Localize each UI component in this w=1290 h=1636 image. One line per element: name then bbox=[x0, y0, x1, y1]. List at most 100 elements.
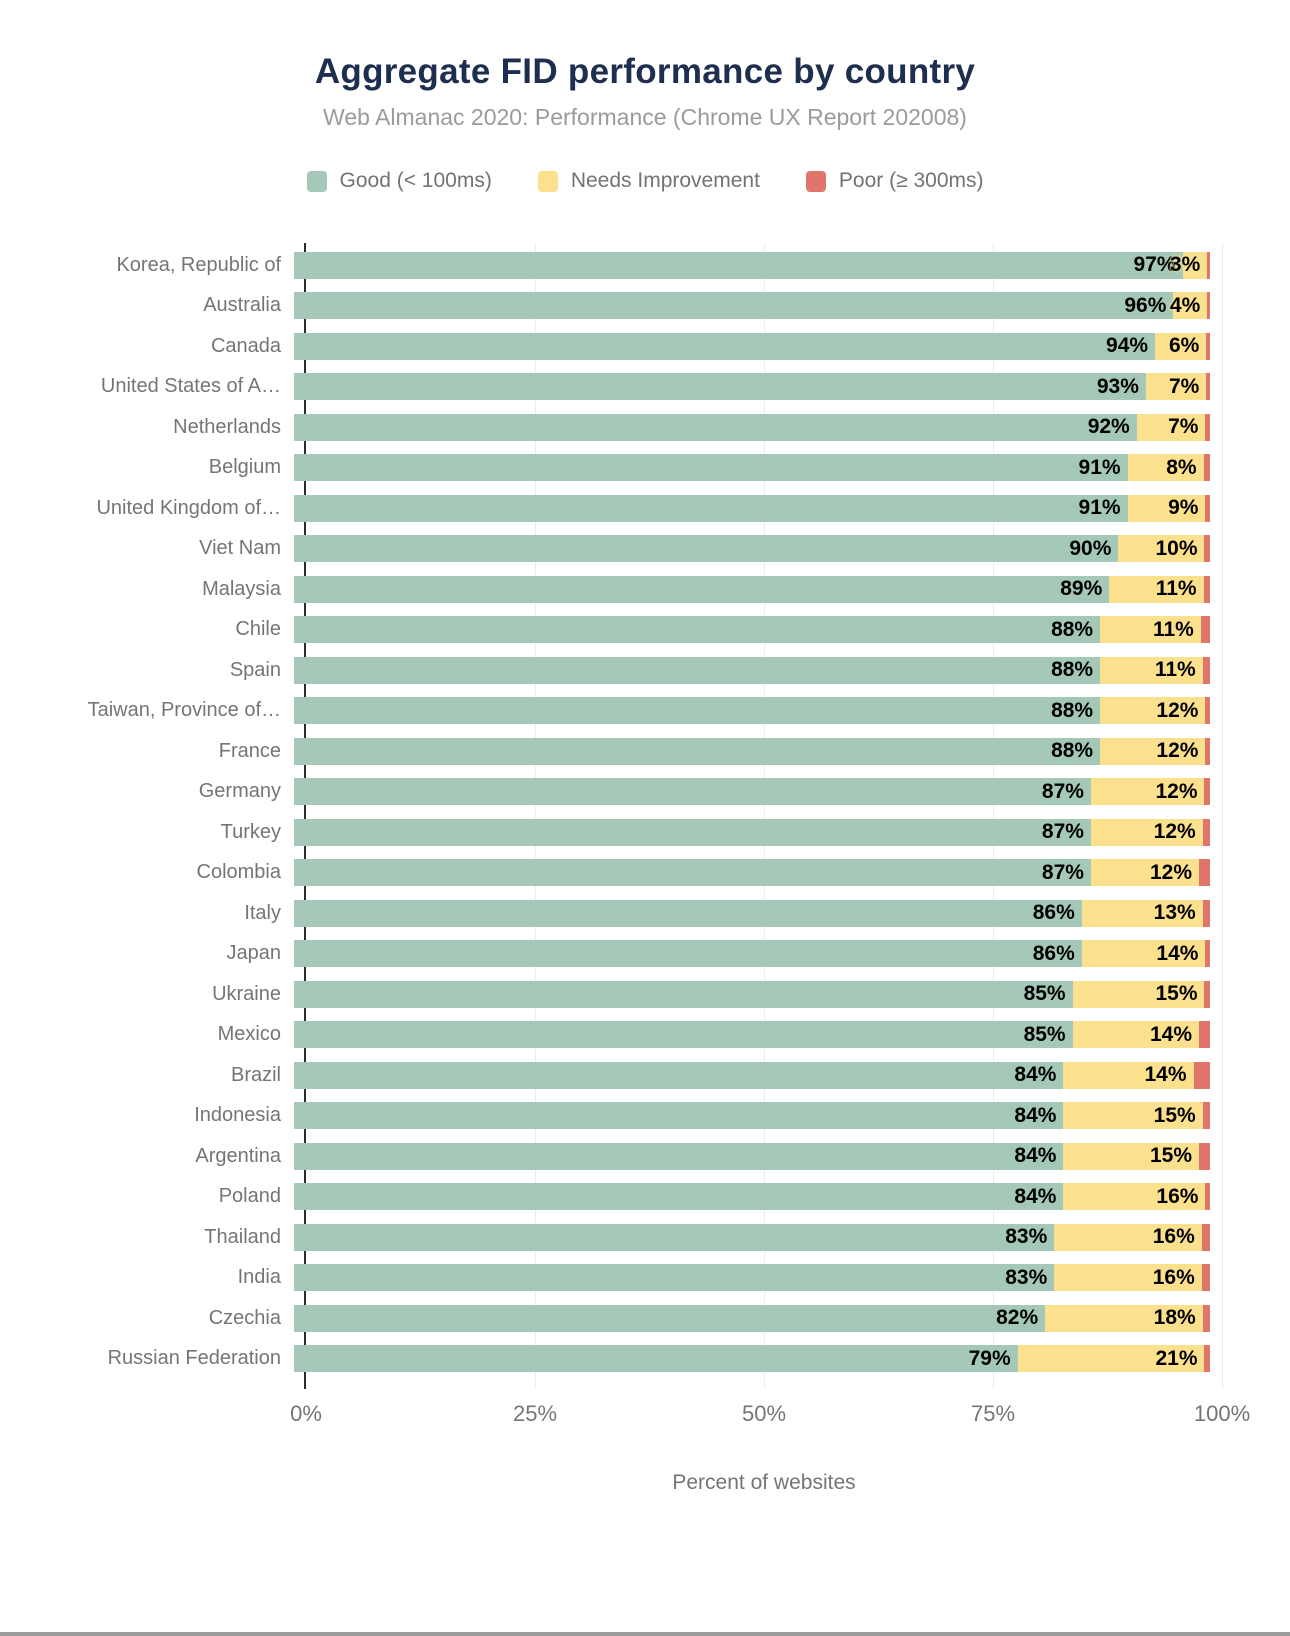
bar-segment-poor bbox=[1204, 535, 1210, 563]
bar-row: France 88% 12% bbox=[0, 731, 1290, 772]
value-label-needs-improvement: 13% bbox=[1153, 901, 1196, 925]
x-axis-tick-label: 100% bbox=[1193, 1401, 1251, 1426]
value-label-good: 86% bbox=[1032, 901, 1075, 925]
bar-segment-needs-improvement bbox=[1045, 1304, 1203, 1332]
bar-segment-good bbox=[294, 1102, 1064, 1130]
country-label: Thailand bbox=[204, 1225, 281, 1248]
value-label-needs-improvement: 11% bbox=[1155, 577, 1197, 601]
bar-segment-good bbox=[294, 1345, 1018, 1373]
legend-swatch-good-icon bbox=[306, 170, 327, 192]
value-label-needs-improvement: 16% bbox=[1152, 1265, 1195, 1289]
bar-row: Belgium 91% 8% bbox=[0, 448, 1290, 489]
bar-segment-good bbox=[294, 1061, 1064, 1089]
value-label-needs-improvement: 8% bbox=[1166, 455, 1197, 479]
bar-segment-poor bbox=[1202, 1304, 1210, 1332]
bar-row: Japan 86% 14% bbox=[0, 934, 1290, 975]
legend: Good (< 100ms) Needs Improvement Poor (≥… bbox=[0, 169, 1290, 193]
country-label: Ukraine bbox=[212, 982, 281, 1005]
bar-track: 94% 6% bbox=[294, 332, 1210, 360]
value-label-good: 91% bbox=[1078, 455, 1121, 479]
country-label: Germany bbox=[198, 780, 281, 803]
country-label: Brazil bbox=[230, 1063, 281, 1086]
value-label-needs-improvement: 6% bbox=[1168, 334, 1200, 358]
value-label-good: 79% bbox=[968, 1346, 1011, 1370]
legend-label-poor: Poor (≥ 300ms) bbox=[838, 169, 984, 192]
bar-segment-poor bbox=[1202, 818, 1210, 846]
bar-segment-needs-improvement bbox=[1081, 899, 1203, 927]
bar-segment-needs-improvement bbox=[1136, 413, 1206, 441]
bar-segment-good bbox=[294, 251, 1183, 279]
bar-track: 85% 14% bbox=[294, 1021, 1210, 1049]
bar-track: 83% 16% bbox=[294, 1223, 1210, 1251]
country-label: Poland bbox=[218, 1185, 281, 1208]
bar-row: Korea, Republic of 97% 3% bbox=[0, 245, 1290, 286]
bar-segment-good bbox=[294, 413, 1137, 441]
legend-item-needs-improvement: Needs Improvement bbox=[537, 169, 760, 193]
bar-track: 84% 15% bbox=[294, 1142, 1210, 1170]
value-label-needs-improvement: 14% bbox=[1149, 1022, 1193, 1046]
bar-segment-poor bbox=[1207, 251, 1210, 279]
bar-segment-good bbox=[294, 1223, 1055, 1251]
value-label-good: 96% bbox=[1124, 293, 1167, 317]
bar-segment-poor bbox=[1205, 697, 1210, 725]
legend-label-needs-improvement: Needs Improvement bbox=[570, 169, 760, 192]
bar-segment-good bbox=[294, 899, 1082, 927]
country-label: Taiwan, Province of… bbox=[87, 699, 281, 722]
bar-segment-needs-improvement bbox=[1054, 1264, 1202, 1292]
bar-track: 84% 14% bbox=[294, 1061, 1210, 1089]
value-label-good: 83% bbox=[1005, 1265, 1048, 1289]
bar-segment-poor bbox=[1201, 1223, 1210, 1251]
legend-label-good: Good (< 100ms) bbox=[339, 169, 492, 192]
bar-row: Russian Federation 79% 21% bbox=[0, 1339, 1290, 1380]
bar-segment-poor bbox=[1205, 1183, 1210, 1211]
bar-track: 89% 11% bbox=[294, 575, 1210, 603]
value-label-needs-improvement: 16% bbox=[1156, 1184, 1199, 1208]
bar-track: 86% 13% bbox=[294, 899, 1210, 927]
bar-row: Australia 96% 4% bbox=[0, 286, 1290, 327]
bar-segment-poor bbox=[1199, 1142, 1210, 1170]
bar-segment-poor bbox=[1204, 778, 1210, 806]
country-label: Japan bbox=[226, 942, 282, 965]
bar-segment-needs-improvement bbox=[1081, 940, 1206, 968]
bar-segment-needs-improvement bbox=[1017, 1345, 1205, 1373]
country-label: Russian Federation bbox=[107, 1347, 281, 1370]
value-label-needs-improvement: 12% bbox=[1156, 739, 1199, 763]
bar-segment-poor bbox=[1204, 980, 1210, 1008]
bar-segment-good bbox=[294, 1183, 1064, 1211]
bar-segment-good bbox=[294, 575, 1110, 603]
value-label-good: 84% bbox=[1014, 1144, 1057, 1168]
bar-segment-needs-improvement bbox=[1090, 859, 1199, 887]
bar-track: 79% 21% bbox=[294, 1345, 1210, 1373]
value-label-needs-improvement: 12% bbox=[1149, 860, 1193, 884]
value-label-needs-improvement: 12% bbox=[1155, 779, 1198, 803]
value-label-good: 84% bbox=[1014, 1184, 1057, 1208]
bar-track: 87% 12% bbox=[294, 859, 1210, 887]
bar-segment-needs-improvement bbox=[1109, 575, 1204, 603]
country-label: Spain bbox=[229, 658, 281, 681]
country-label: Malaysia bbox=[202, 577, 281, 600]
value-label-good: 94% bbox=[1106, 334, 1149, 358]
x-axis-tick-label: 50% bbox=[741, 1401, 787, 1426]
value-label-good: 82% bbox=[996, 1306, 1039, 1330]
bar-segment-good bbox=[294, 616, 1101, 644]
bar-segment-poor bbox=[1207, 292, 1210, 320]
bar-row: Spain 88% 11% bbox=[0, 650, 1290, 691]
value-label-good: 92% bbox=[1087, 415, 1130, 439]
value-label-needs-improvement: 15% bbox=[1149, 1144, 1193, 1168]
country-label: United States of A… bbox=[100, 375, 281, 398]
value-label-needs-improvement: 15% bbox=[1153, 1103, 1196, 1127]
value-label-needs-improvement: 12% bbox=[1156, 698, 1199, 722]
bar-row: Poland 84% 16% bbox=[0, 1177, 1290, 1218]
bar-track: 96% 4% bbox=[294, 292, 1210, 320]
value-label-good: 89% bbox=[1060, 577, 1103, 601]
value-label-good: 87% bbox=[1041, 779, 1084, 803]
bar-segment-poor bbox=[1193, 1061, 1210, 1089]
bar-segment-poor bbox=[1198, 859, 1210, 887]
bar-segment-poor bbox=[1200, 616, 1210, 644]
bar-segment-good bbox=[294, 494, 1128, 522]
chart-title: Aggregate FID performance by country bbox=[314, 52, 976, 91]
bar-segment-good bbox=[294, 1021, 1073, 1049]
legend-item-poor: Poor (≥ 300ms) bbox=[805, 169, 984, 193]
bar-track: 97% 3% bbox=[294, 251, 1210, 279]
bar-track: 91% 9% bbox=[294, 494, 1210, 522]
